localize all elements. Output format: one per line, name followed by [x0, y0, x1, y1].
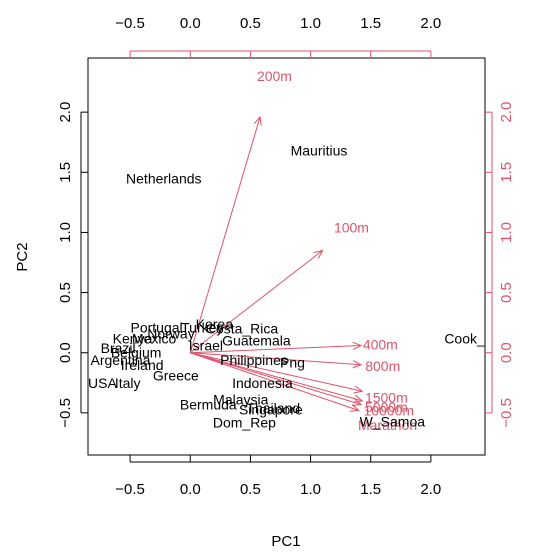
loading-arrowhead — [349, 403, 360, 412]
loading-arrowhead — [352, 341, 363, 350]
x-tick-label-bottom: 1.0 — [300, 481, 321, 498]
observation-label: Malaysia — [213, 392, 268, 408]
x-tick-label-bottom: 2.0 — [420, 481, 441, 498]
observation-label: Greece — [153, 368, 199, 384]
observation-label: Portugal — [130, 319, 182, 335]
loading-arrow — [190, 352, 359, 411]
observation-label: USA — [88, 375, 117, 391]
y-tick-label-left: −0.5 — [57, 398, 74, 428]
observation-label: Korea — [196, 316, 234, 332]
loading-arrow — [190, 352, 363, 392]
top-axis: −0.5 0.0 0.5 1.0 1.5 2.0 — [115, 15, 441, 58]
x-tick-label-top: −0.5 — [115, 15, 145, 32]
y-tick-label-right: 1.5 — [498, 162, 515, 183]
x-tick-label-top: 1.5 — [360, 15, 381, 32]
loading-label: 400m — [363, 336, 398, 352]
loading-arrowhead — [353, 385, 364, 394]
observation-label: Bermuda — [180, 396, 237, 412]
observation-label: Guatemala — [222, 333, 291, 349]
observation-label: Italy — [115, 375, 141, 391]
observation-label: Belgium — [111, 345, 162, 361]
right-axis: −0.5 0.0 0.5 1.0 1.5 2.0 — [485, 102, 515, 428]
x-axis-label: PC1 — [271, 533, 300, 550]
x-tick-label-top: 0.5 — [240, 15, 261, 32]
y-axis-label: PC2 — [14, 242, 31, 271]
observation-label: W_Samoa — [360, 413, 426, 429]
x-tick-label-bottom: 1.5 — [360, 481, 381, 498]
observation-label: Brazil — [101, 340, 136, 356]
left-axis: −0.5 0.0 0.5 1.0 1.5 2.0 — [57, 102, 88, 428]
y-tick-label-right: 1.0 — [498, 222, 515, 243]
y-tick-label-left: 1.0 — [57, 222, 74, 243]
loading-arrow — [189, 116, 261, 353]
y-tick-label-right: 0.5 — [498, 282, 515, 303]
observation-label: Costa_Rica — [206, 321, 279, 337]
observation-label: Mauritius — [291, 143, 348, 159]
y-tick-label-right: 2.0 — [498, 102, 515, 123]
loading-label: 800m — [365, 358, 400, 374]
observation-label: Ireland — [121, 357, 164, 373]
observation-label: Cook_ — [444, 330, 485, 346]
observation-label: Philippines — [220, 352, 288, 368]
loading-arrow — [190, 352, 362, 405]
y-tick-label-left: 0.5 — [57, 282, 74, 303]
plot-area — [87, 57, 486, 456]
observation-label: Dom_Rep — [213, 415, 276, 431]
loading-arrowhead — [313, 249, 324, 259]
y-tick-label-left: 1.5 — [57, 162, 74, 183]
observation-label: Norway — [147, 325, 194, 341]
x-tick-label-bottom: 0.5 — [240, 481, 261, 498]
x-tick-label-bottom: −0.5 — [115, 481, 145, 498]
observation-label: Thailand — [246, 400, 300, 416]
x-tick-label-top: 2.0 — [420, 15, 441, 32]
observation-label: Kenya — [113, 330, 153, 346]
loading-arrow — [190, 352, 363, 402]
observation-label: Singapore — [239, 401, 303, 417]
x-tick-label-bottom: 0.0 — [180, 481, 201, 498]
y-tick-label-left: 2.0 — [57, 102, 74, 123]
observation-label: Mexico — [132, 330, 177, 346]
loading-arrowhead — [352, 398, 363, 407]
loading-label: 5000m — [365, 399, 408, 415]
loading-arrowhead — [352, 360, 363, 369]
observation-label: Png — [280, 354, 305, 370]
x-tick-label-top: 1.0 — [300, 15, 321, 32]
y-tick-label-left: 0.0 — [57, 342, 74, 363]
x-tick-label-top: 0.0 — [180, 15, 201, 32]
loading-arrow — [190, 352, 362, 366]
loading-arrow — [190, 345, 362, 354]
observation-label: Israel — [189, 338, 223, 354]
observation-label: Netherlands — [126, 170, 202, 186]
y-tick-label-right: 0.0 — [498, 342, 515, 363]
observation-label: Argentina — [91, 352, 151, 368]
loading-arrowhead — [253, 115, 262, 126]
loading-label: 200m — [257, 68, 292, 84]
loading-label: Marathon — [358, 417, 417, 433]
bottom-axis: −0.5 0.0 0.5 1.0 1.5 2.0 — [115, 455, 441, 498]
loading-label: 100m — [334, 220, 369, 236]
loading-arrowhead — [353, 394, 364, 403]
y-tick-label-right: −0.5 — [498, 398, 515, 428]
observation-labels: Netherlands Mauritius Cook_ KoreaCosta_Rica… — [88, 143, 485, 431]
observation-label: Turkey — [181, 319, 223, 335]
loading-arrow — [189, 250, 323, 354]
loading-label: 10000m — [363, 402, 414, 418]
loading-label: 1500m — [365, 389, 408, 405]
observation-label: Indonesia — [232, 375, 293, 391]
